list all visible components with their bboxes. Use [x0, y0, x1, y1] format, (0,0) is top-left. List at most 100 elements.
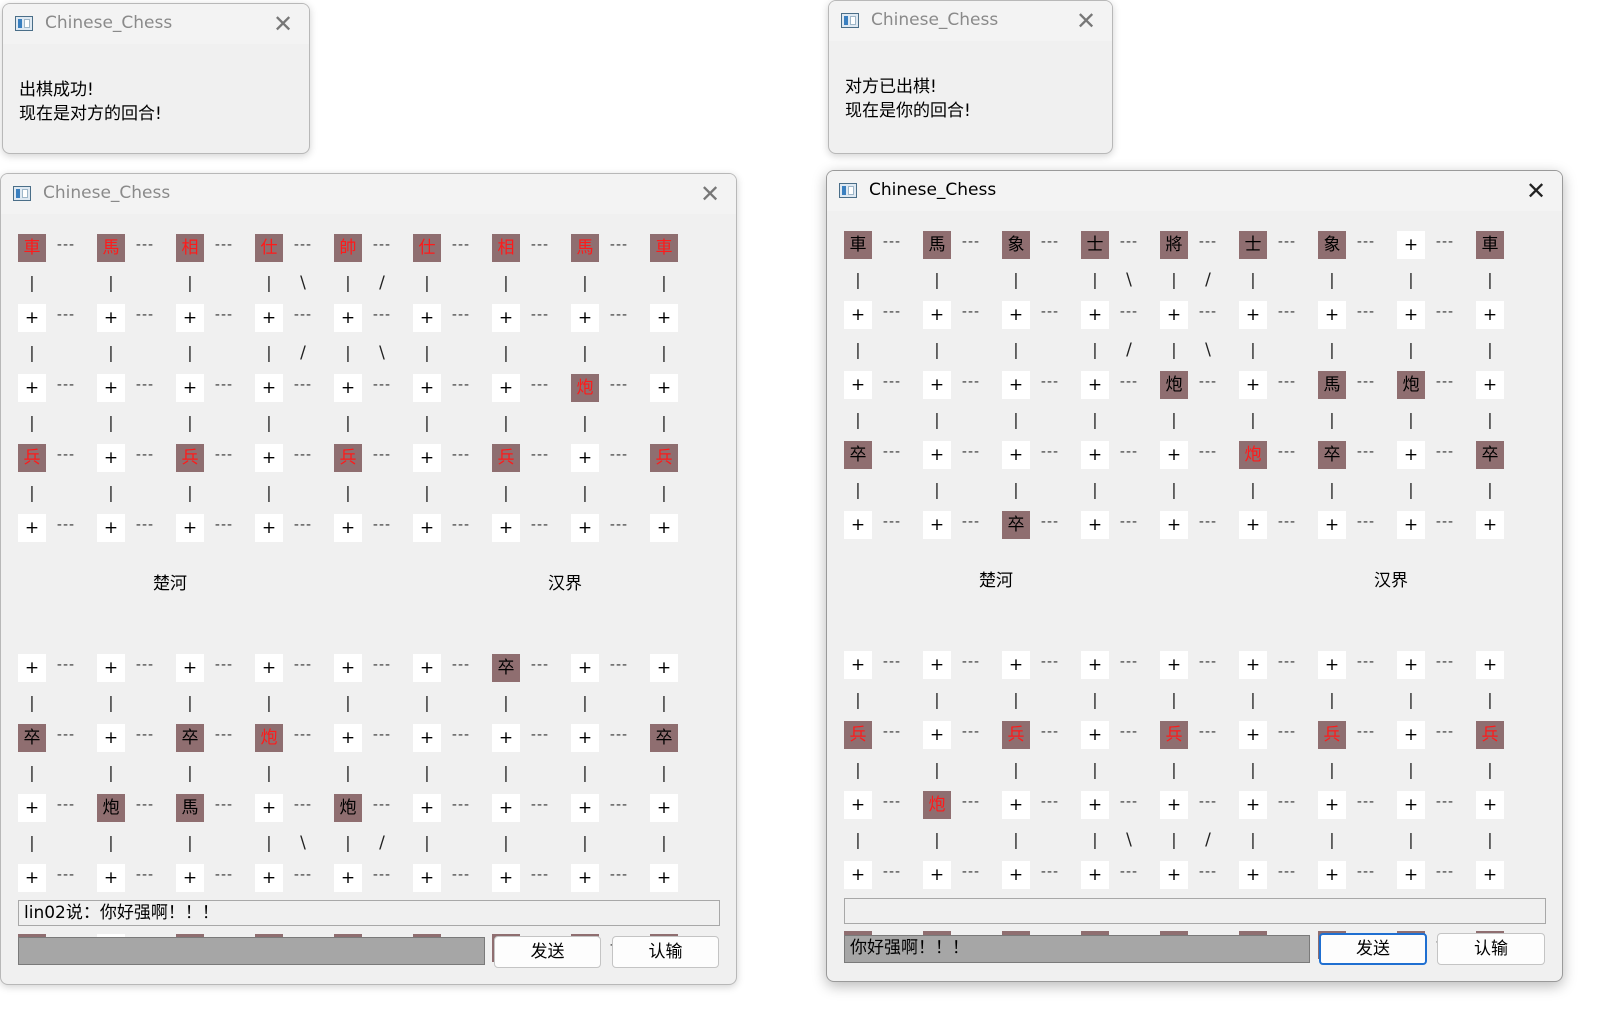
black-piece[interactable]: 卒 [1476, 441, 1504, 469]
board-point[interactable]: + [413, 794, 441, 822]
board-point[interactable]: + [413, 514, 441, 542]
red-piece[interactable]: 車 [650, 234, 678, 262]
board-point[interactable]: + [334, 654, 362, 682]
board-point[interactable]: + [1239, 791, 1267, 819]
board-point[interactable]: + [1397, 441, 1425, 469]
board-point[interactable]: + [18, 654, 46, 682]
board-point[interactable]: + [1081, 301, 1109, 329]
board-point[interactable]: + [1081, 651, 1109, 679]
board-point[interactable]: + [1318, 651, 1346, 679]
black-piece[interactable]: 炮 [334, 794, 362, 822]
board-point[interactable]: + [97, 724, 125, 752]
board-point[interactable]: + [334, 374, 362, 402]
red-piece[interactable]: 仕 [255, 234, 283, 262]
red-piece[interactable]: 馬 [97, 234, 125, 262]
board-point[interactable]: + [1160, 301, 1188, 329]
board-point[interactable]: + [1002, 301, 1030, 329]
board-point[interactable]: + [1081, 861, 1109, 889]
board-point[interactable]: + [176, 864, 204, 892]
board-point[interactable]: + [1239, 861, 1267, 889]
board-point[interactable]: + [1397, 861, 1425, 889]
red-piece[interactable]: 兵 [1002, 721, 1030, 749]
black-piece[interactable]: 卒 [1002, 511, 1030, 539]
red-piece[interactable]: 兵 [18, 444, 46, 472]
board-point[interactable]: + [97, 304, 125, 332]
board-point[interactable]: + [1476, 301, 1504, 329]
board-point[interactable]: + [97, 374, 125, 402]
board-point[interactable]: + [1002, 441, 1030, 469]
board-point[interactable]: + [844, 301, 872, 329]
board-point[interactable]: + [571, 304, 599, 332]
board-point[interactable]: + [1160, 791, 1188, 819]
board-point[interactable]: + [18, 864, 46, 892]
board-point[interactable]: + [923, 651, 951, 679]
board-point[interactable]: + [97, 444, 125, 472]
board-point[interactable]: + [1239, 651, 1267, 679]
board-point[interactable]: + [1081, 511, 1109, 539]
red-piece[interactable]: 相 [176, 234, 204, 262]
board-point[interactable]: + [18, 304, 46, 332]
board-point[interactable]: + [1239, 301, 1267, 329]
board-point[interactable]: + [176, 304, 204, 332]
resign-button[interactable]: 认输 [612, 936, 719, 968]
chat-input[interactable] [18, 937, 485, 965]
board-point[interactable]: + [1081, 791, 1109, 819]
board-point[interactable]: + [255, 374, 283, 402]
chat-input[interactable]: 你好强啊！！！ [844, 935, 1310, 963]
board-point[interactable]: + [571, 444, 599, 472]
board-point[interactable]: + [923, 371, 951, 399]
board-point[interactable]: + [413, 864, 441, 892]
red-piece[interactable]: 兵 [1318, 721, 1346, 749]
board-point[interactable]: + [1476, 861, 1504, 889]
board-point[interactable]: + [492, 514, 520, 542]
red-piece[interactable]: 兵 [844, 721, 872, 749]
board-point[interactable]: + [1476, 511, 1504, 539]
black-piece[interactable]: 炮 [97, 794, 125, 822]
black-piece[interactable]: 炮 [1160, 371, 1188, 399]
board-point[interactable]: + [1160, 441, 1188, 469]
board-point[interactable]: + [1476, 651, 1504, 679]
board-point[interactable]: + [492, 864, 520, 892]
black-piece[interactable]: 士 [1081, 231, 1109, 259]
board-point[interactable]: + [176, 654, 204, 682]
black-piece[interactable]: 士 [1239, 231, 1267, 259]
board-point[interactable]: + [334, 514, 362, 542]
board-point[interactable]: + [571, 794, 599, 822]
red-piece[interactable]: 兵 [1160, 721, 1188, 749]
black-piece[interactable]: 馬 [923, 231, 951, 259]
red-piece[interactable]: 兵 [492, 444, 520, 472]
red-piece[interactable]: 兵 [650, 444, 678, 472]
board-point[interactable]: + [97, 514, 125, 542]
board-point[interactable]: + [334, 724, 362, 752]
board-point[interactable]: + [650, 794, 678, 822]
board-point[interactable]: + [1397, 511, 1425, 539]
board-point[interactable]: + [1318, 861, 1346, 889]
board-point[interactable]: + [1081, 721, 1109, 749]
board-point[interactable]: + [923, 511, 951, 539]
board-point[interactable]: + [255, 304, 283, 332]
board-point[interactable]: + [255, 794, 283, 822]
dialog-titlebar[interactable]: Chinese_Chess ✕ [3, 4, 309, 44]
board-point[interactable]: + [492, 304, 520, 332]
board-point[interactable]: + [650, 514, 678, 542]
red-piece[interactable]: 車 [18, 234, 46, 262]
board-point[interactable]: + [1397, 791, 1425, 819]
board-point[interactable]: + [1160, 861, 1188, 889]
black-piece[interactable]: 將 [1160, 231, 1188, 259]
board-point[interactable]: + [1081, 371, 1109, 399]
black-piece[interactable]: 卒 [1318, 441, 1346, 469]
board-point[interactable]: + [413, 654, 441, 682]
board-point[interactable]: + [413, 304, 441, 332]
board-point[interactable]: + [650, 304, 678, 332]
board-point[interactable]: + [844, 371, 872, 399]
board-point[interactable]: + [1160, 511, 1188, 539]
board-point[interactable]: + [255, 514, 283, 542]
board-point[interactable]: + [18, 374, 46, 402]
close-icon[interactable]: ✕ [272, 10, 294, 38]
board-point[interactable]: + [255, 864, 283, 892]
red-piece[interactable]: 兵 [1476, 721, 1504, 749]
board-point[interactable]: + [97, 864, 125, 892]
board-point[interactable]: + [1081, 441, 1109, 469]
board-point[interactable]: + [923, 721, 951, 749]
black-piece[interactable]: 炮 [1397, 371, 1425, 399]
